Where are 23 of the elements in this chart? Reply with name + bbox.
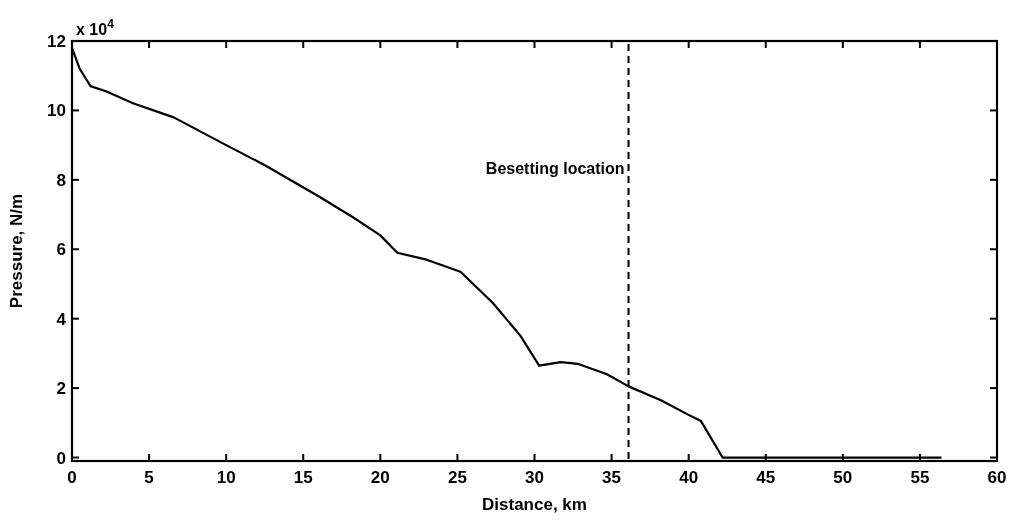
x-tick-label: 35 <box>602 468 622 487</box>
x-tick-label: 5 <box>144 468 154 487</box>
x-tick-label: 45 <box>756 468 776 487</box>
y-tick-label: 6 <box>56 240 66 260</box>
x-tick-label: 50 <box>833 468 853 487</box>
y-tick-label: 2 <box>56 379 66 399</box>
x-tick-label: 10 <box>216 468 236 487</box>
x-axis-title: Distance, km <box>482 495 587 514</box>
x-tick-label: 55 <box>910 468 930 487</box>
y-tick-label: 10 <box>47 101 66 121</box>
x-tick-label: 25 <box>447 468 467 487</box>
y-tick-label: 8 <box>56 170 66 190</box>
x-tick-label: 15 <box>293 468 313 487</box>
y-tick-label: 12 <box>47 32 66 51</box>
x-tick-label: 60 <box>987 468 1007 487</box>
y-tick-label: 0 <box>56 448 66 468</box>
y-tick-label: 4 <box>56 309 67 329</box>
x-tick-label: 30 <box>525 468 544 487</box>
text: x 10$^{4}$ <box>76 17 115 38</box>
y-axis-title: Pressure, N/m <box>7 193 26 309</box>
x-tick-label: 40 <box>679 468 699 487</box>
x-tick-label: 20 <box>370 468 390 487</box>
ref-line-label: Besetting location <box>485 159 625 177</box>
